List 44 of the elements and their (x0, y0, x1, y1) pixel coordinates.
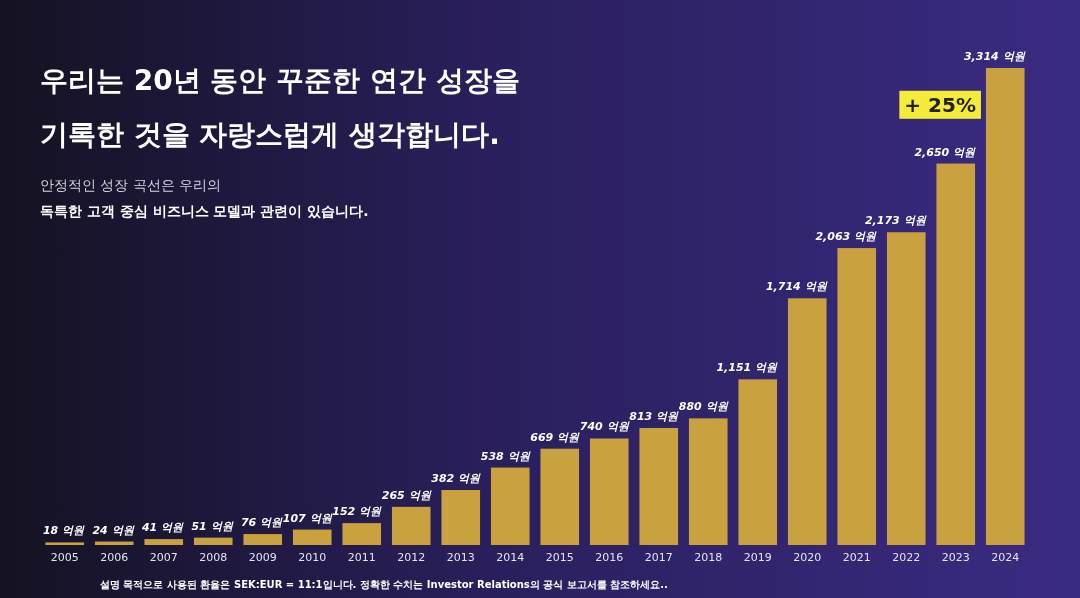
data-label: 1,714 억원 (765, 280, 828, 294)
data-label: 538 억원 (480, 449, 531, 463)
text: 안정적인 성장 곡선은 우리의 독특한 고객 중심 비즈니스 모델과 관련이 있습니다. (40, 177, 369, 219)
data-label: 152 억원 (332, 505, 383, 519)
x-tick-label: 2010 (298, 551, 327, 564)
data-label: 18 억원 (42, 524, 86, 538)
x-tick-label: 2008 (199, 551, 228, 564)
x-tick-label: 2020 (793, 551, 822, 564)
x-tick-label: 2005 (50, 551, 79, 564)
data-label: 107 억원 (282, 511, 333, 525)
data-label: 2,063 억원 (815, 230, 878, 244)
x-tick-label: 2019 (743, 551, 772, 564)
x-tick-label: 2011 (347, 551, 376, 564)
data-label: 2,650 억원 (914, 145, 977, 159)
data-label: 813 억원 (629, 409, 680, 423)
data-label: 76 억원 (240, 516, 284, 530)
text: 설명 목적으로 사용된 환율은 SEK:EUR = 11:1입니다. 정확한 수치는 Investor Relations의 공식 보고서를 참조하세요.. (100, 579, 668, 590)
data-label: 265 억원 (381, 488, 432, 502)
x-tick-label: 2016 (595, 551, 624, 564)
x-tick-label: 2006 (100, 551, 129, 564)
x-tick-label: 2018 (694, 551, 723, 564)
x-tick-label: 2017 (644, 551, 673, 564)
x-tick-label: 2013 (446, 551, 475, 564)
x-tick-label: 2009 (248, 551, 277, 564)
data-label: 740 억원 (579, 420, 630, 434)
x-tick-label: 2015 (545, 551, 574, 564)
data-label: 2,173 억원 (864, 214, 927, 228)
x-tick-label: 2014 (496, 551, 525, 564)
data-label: 1,151 억원 (716, 361, 779, 375)
data-label: 3,314 억원 (963, 50, 1026, 63)
data-label: 382 억원 (431, 472, 482, 486)
x-tick-label: 2024 (991, 551, 1020, 564)
data-label: 669 억원 (530, 430, 581, 444)
x-tick-label: 2007 (149, 551, 178, 564)
x-tick-label: 2021 (842, 551, 871, 564)
x-tick-label: 2012 (397, 551, 426, 564)
data-label: 24 억원 (92, 523, 135, 537)
data-label: 51 억원 (191, 519, 234, 533)
data-label: 880 억원 (678, 400, 729, 414)
annotation: + 25% (904, 92, 976, 117)
text: 우리는 20년 동안 꾸준한 연간 성장을 기록한 것을 자랑스럽게 생각합니다. (40, 64, 520, 151)
x-tick-label: 2023 (941, 551, 970, 564)
x-tick-label: 2022 (892, 551, 921, 564)
data-label: 41 억원 (140, 521, 185, 535)
